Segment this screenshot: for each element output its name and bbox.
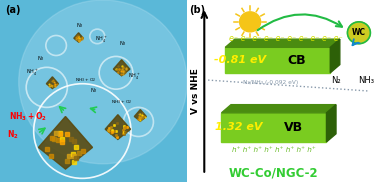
Circle shape: [19, 0, 187, 164]
Text: 1.32 eV: 1.32 eV: [215, 122, 266, 132]
Text: $\rm NH_4^+$: $\rm NH_4^+$: [129, 71, 141, 82]
Polygon shape: [134, 110, 146, 121]
Circle shape: [347, 22, 370, 44]
Text: $\rm N_2$: $\rm N_2$: [76, 21, 84, 30]
Text: (a): (a): [6, 5, 21, 15]
Text: N₂/NH₃ (-0.092 eV): N₂/NH₃ (-0.092 eV): [243, 80, 299, 85]
Text: $\rm NH_3+O_2$: $\rm NH_3+O_2$: [76, 76, 97, 84]
Text: $\rm N_2$: $\rm N_2$: [119, 39, 127, 48]
Text: $\mathbf{N_2}$: $\mathbf{N_2}$: [8, 128, 19, 141]
Text: $\mathbf{NH_3+O_2}$: $\mathbf{NH_3+O_2}$: [9, 110, 47, 123]
Text: WC: WC: [352, 28, 366, 37]
Polygon shape: [327, 105, 336, 142]
Polygon shape: [74, 33, 84, 42]
Polygon shape: [330, 39, 340, 73]
Text: -0.81 eV: -0.81 eV: [214, 55, 270, 65]
Text: WC-Co/NGC-2: WC-Co/NGC-2: [229, 166, 319, 179]
Text: $\rm NH_3+O_2$: $\rm NH_3+O_2$: [111, 98, 132, 106]
Polygon shape: [113, 60, 130, 76]
Text: h⁺ h⁺ h⁺ h⁺ h⁺ h⁺ h⁺ h⁺: h⁺ h⁺ h⁺ h⁺ h⁺ h⁺ h⁺ h⁺: [232, 147, 316, 153]
Text: $\rm N_2$: $\rm N_2$: [37, 54, 45, 63]
Circle shape: [240, 12, 260, 32]
Polygon shape: [222, 105, 336, 113]
Text: NH₃: NH₃: [359, 76, 375, 85]
Polygon shape: [222, 113, 327, 142]
Polygon shape: [39, 116, 93, 169]
Text: $\rm N_2$: $\rm N_2$: [90, 87, 98, 95]
Text: $\rm NH_4^+$: $\rm NH_4^+$: [95, 35, 107, 45]
Polygon shape: [46, 77, 59, 89]
Text: V vs NHE: V vs NHE: [191, 68, 200, 114]
Text: VB: VB: [284, 121, 303, 134]
Text: N₂: N₂: [331, 76, 341, 85]
Text: CB: CB: [288, 54, 306, 67]
Polygon shape: [225, 39, 340, 47]
Polygon shape: [225, 47, 330, 73]
Text: $\rm NH_4^+$: $\rm NH_4^+$: [26, 68, 38, 78]
Text: e⁻ e⁻ e⁻ e⁻ e⁻ e⁻ e⁻ e⁻ e⁻ e⁻: e⁻ e⁻ e⁻ e⁻ e⁻ e⁻ e⁻ e⁻ e⁻ e⁻: [229, 34, 343, 43]
Polygon shape: [105, 115, 131, 139]
Text: (b): (b): [189, 5, 205, 15]
